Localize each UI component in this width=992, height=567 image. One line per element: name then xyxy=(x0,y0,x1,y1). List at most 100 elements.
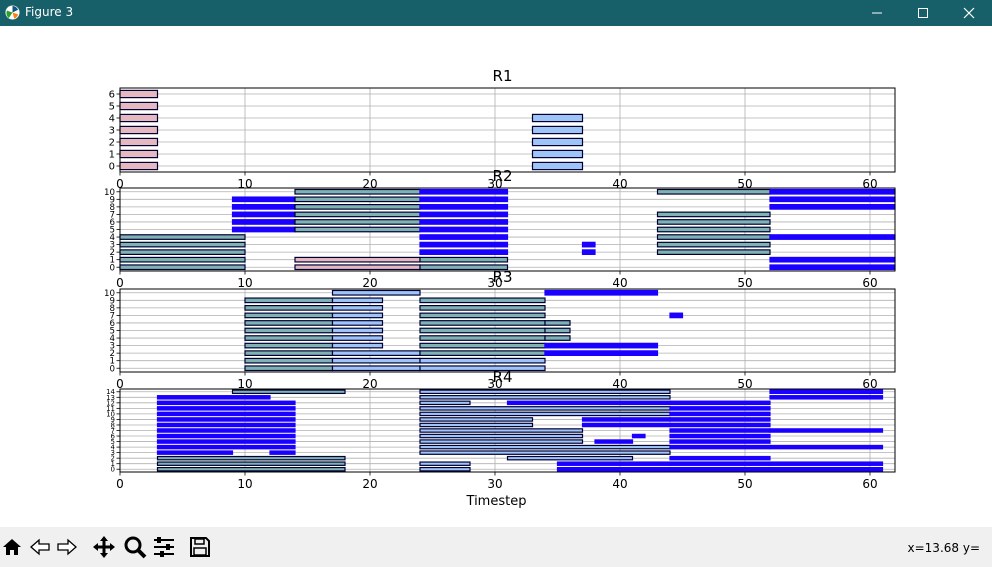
y-tick-label: 2 xyxy=(109,349,115,359)
y-tick-label: 9 xyxy=(111,416,115,424)
bar xyxy=(419,312,546,319)
y-tick-label: 8 xyxy=(109,203,115,213)
y-tick-label: 6 xyxy=(109,218,115,228)
bar xyxy=(769,389,884,395)
bar xyxy=(419,422,534,428)
bar xyxy=(419,226,509,233)
bar xyxy=(581,422,671,428)
bar xyxy=(419,428,584,433)
bar xyxy=(544,327,571,334)
y-tick-label: 3 xyxy=(109,342,115,352)
bar xyxy=(419,188,509,195)
configure-subplots-button[interactable] xyxy=(152,535,176,559)
bar xyxy=(669,444,771,450)
x-tick-label: 20 xyxy=(362,276,377,290)
navigation-toolbar: x=13.68 y= xyxy=(0,527,992,567)
y-tick-label: 6 xyxy=(111,432,116,440)
bar xyxy=(119,161,159,171)
x-tick-label: 0 xyxy=(116,177,124,191)
bar xyxy=(769,204,896,210)
bar xyxy=(231,389,346,395)
bar xyxy=(156,406,296,411)
y-tick-label: 4 xyxy=(109,334,115,344)
bar xyxy=(419,297,546,304)
x-tick-label: 30 xyxy=(487,276,502,290)
bar xyxy=(669,422,771,428)
bar xyxy=(419,305,546,311)
bar xyxy=(419,389,671,395)
y-tick-label: 2 xyxy=(109,248,115,258)
forward-button[interactable] xyxy=(55,535,79,559)
bar xyxy=(581,417,671,422)
y-tick-label: 1 xyxy=(109,256,115,266)
y-tick-label: 0 xyxy=(111,466,115,474)
bar xyxy=(156,428,296,433)
x-tick-label: 30 xyxy=(487,477,502,491)
figure-canvas[interactable]: 0 1 2 3 4 5 6 0 10 20 30 40 50 60 R1 0 1 2 3 4 5 6 7 8 9 10 0 10 20 3… xyxy=(0,26,992,527)
bar xyxy=(244,365,334,372)
window-title: Figure 3 xyxy=(25,5,74,19)
x-tick-label: 10 xyxy=(237,377,252,391)
bar xyxy=(556,461,671,466)
x-axis-label: Timestep xyxy=(466,494,527,509)
bar xyxy=(294,219,421,225)
bar xyxy=(419,241,509,248)
bar xyxy=(544,342,659,349)
bar xyxy=(419,417,534,422)
zoom-button[interactable] xyxy=(123,535,147,559)
x-tick-label: 40 xyxy=(612,377,627,391)
bar xyxy=(769,264,896,271)
bar xyxy=(419,400,471,406)
y-tick-label: 0 xyxy=(109,364,115,374)
x-tick-label: 50 xyxy=(737,377,752,391)
back-button[interactable] xyxy=(28,535,52,559)
y-tick-label: 0 xyxy=(109,263,115,273)
bar xyxy=(581,249,596,255)
bar xyxy=(419,219,509,225)
bar xyxy=(769,444,884,450)
pan-button[interactable] xyxy=(92,535,116,559)
bar xyxy=(294,256,421,263)
y-tick-label: 3 xyxy=(111,449,115,457)
bar xyxy=(419,433,584,439)
y-tick-label: 8 xyxy=(111,421,115,429)
home-button[interactable] xyxy=(0,535,24,559)
bar xyxy=(769,428,884,433)
y-tick-label: 7 xyxy=(111,427,115,435)
bar xyxy=(631,433,646,439)
save-button[interactable] xyxy=(188,535,212,559)
bar xyxy=(156,439,296,444)
bar xyxy=(669,439,771,444)
zoom-icon xyxy=(124,536,147,559)
bar xyxy=(244,312,334,319)
bar xyxy=(156,433,296,439)
bar xyxy=(669,455,771,461)
y-tick-label: 7 xyxy=(109,210,115,220)
bar xyxy=(156,400,296,406)
maximize-button[interactable] xyxy=(900,0,946,26)
bar xyxy=(156,444,296,450)
bar xyxy=(331,320,384,326)
y-tick-label: 5 xyxy=(109,327,115,337)
bar xyxy=(244,335,334,341)
bar xyxy=(231,211,296,218)
bar xyxy=(506,455,634,461)
x-tick-label: 0 xyxy=(116,377,124,391)
y-tick-label: 4 xyxy=(109,114,115,125)
close-button[interactable] xyxy=(946,0,992,26)
bar xyxy=(656,188,771,195)
y-tick-label: 4 xyxy=(111,444,116,452)
bar xyxy=(294,211,421,218)
minimize-button[interactable] xyxy=(854,0,900,26)
bar xyxy=(244,327,334,334)
bar xyxy=(419,365,546,372)
bar xyxy=(331,350,421,357)
bar xyxy=(419,444,671,450)
y-tick-label: 5 xyxy=(109,102,115,113)
bar xyxy=(769,395,884,400)
bar xyxy=(769,196,896,203)
bar xyxy=(419,406,671,411)
pan-icon xyxy=(93,536,115,558)
bar xyxy=(669,417,771,422)
